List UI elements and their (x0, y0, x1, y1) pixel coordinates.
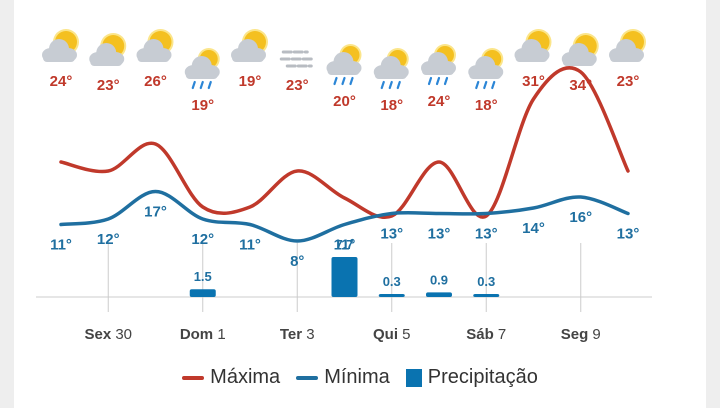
min-temp-line (59, 189, 630, 243)
partly-cloudy-icon (231, 29, 268, 62)
rain-icon (421, 44, 456, 86)
min-temp-label: 11° (239, 237, 261, 254)
x-tick-weekday: Sex (84, 326, 111, 343)
rain-icon (326, 44, 362, 86)
chart-legend: Máxima Mínima Precipitação (0, 366, 720, 389)
partly-cloudy-icon (89, 33, 127, 66)
legend-label-max: Máxima (210, 366, 281, 388)
precip-label: 1.5 (194, 269, 212, 284)
x-tick-weekday: Ter (280, 326, 302, 343)
legend-item-precip[interactable]: Precipitação (405, 366, 538, 389)
x-tick-weekday: Dom (180, 326, 213, 343)
precip-bar (331, 257, 358, 297)
min-temp-label: 13° (475, 226, 498, 243)
min-temp-label: 12° (191, 231, 214, 248)
rain-icon (373, 48, 409, 90)
min-temp-label: 11° (50, 237, 72, 254)
min-temp-label: 13° (380, 226, 403, 243)
max-temp-label: 24° (50, 73, 73, 90)
x-tick-daynum: 30 (111, 326, 132, 343)
x-tick-label: Sáb 7 (466, 326, 506, 343)
min-temp-label: 17° (144, 204, 167, 221)
fog-icon (279, 50, 315, 68)
precip-label: 0.3 (383, 274, 401, 289)
x-tick-label: Seg 9 (561, 326, 601, 343)
max-temp-label: 23° (617, 73, 640, 90)
max-temp-label: 31° (522, 73, 545, 90)
max-temp-line (59, 66, 630, 220)
x-tick-daynum: 1 (213, 326, 226, 343)
x-tick-weekday: Sáb (466, 326, 494, 343)
min-temp-label: 13° (428, 226, 451, 243)
partly-cloudy-icon (514, 29, 552, 62)
max-temp-label: 19° (191, 97, 214, 114)
partly-cloudy-icon (609, 29, 646, 62)
min-temp-label: 16° (569, 209, 592, 226)
precip-bar (189, 289, 216, 297)
x-tick-weekday: Qui (373, 326, 398, 343)
x-tick-label: Ter 3 (280, 326, 315, 343)
min-temp-label: 8° (290, 253, 304, 270)
x-tick-label: Sex 30 (84, 326, 132, 343)
precip-label: 7.7 (335, 237, 353, 252)
x-tick-weekday: Seg (561, 326, 589, 343)
legend-item-max[interactable]: Máxima (182, 366, 280, 389)
min-temp-label: 13° (617, 226, 640, 243)
x-tick-label: Dom 1 (180, 326, 226, 343)
rain-icon (468, 48, 504, 90)
partly-cloudy-icon (136, 29, 174, 62)
partly-cloudy-icon (561, 33, 599, 66)
x-tick-daynum: 7 (494, 326, 507, 343)
legend-label-min: Mínima (324, 366, 390, 388)
min-temp-label: 14° (522, 220, 545, 237)
precip-label: 0.3 (477, 274, 495, 289)
max-temp-label: 20° (333, 93, 356, 110)
precip-bar (378, 294, 405, 297)
x-tick-daynum: 5 (398, 326, 411, 343)
rain-icon (184, 48, 220, 90)
max-temp-label: 24° (428, 93, 451, 110)
max-temp-label: 23° (97, 77, 120, 94)
legend-swatch-precip (405, 368, 422, 387)
max-temp-label: 26° (144, 73, 167, 90)
max-temp-label: 18° (475, 97, 498, 114)
max-temp-label: 19° (239, 73, 262, 90)
min-temp-label: 11° (334, 237, 356, 254)
precip-bar (426, 292, 452, 297)
min-temp-label: 12° (97, 231, 120, 248)
legend-item-min[interactable]: Mínima (296, 366, 390, 389)
x-tick-daynum: 9 (588, 326, 601, 343)
precip-label: 0.9 (430, 272, 448, 287)
partly-cloudy-icon (42, 29, 79, 62)
legend-swatch-min (296, 375, 319, 380)
x-tick-daynum: 3 (302, 326, 315, 343)
x-tick-label: Qui 5 (373, 326, 411, 343)
precip-bar (473, 294, 500, 297)
max-temp-label: 23° (286, 77, 309, 94)
max-temp-label: 34° (569, 77, 592, 94)
legend-swatch-max (182, 375, 205, 380)
legend-label-precip: Precipitação (427, 366, 538, 388)
max-temp-label: 18° (380, 97, 403, 114)
